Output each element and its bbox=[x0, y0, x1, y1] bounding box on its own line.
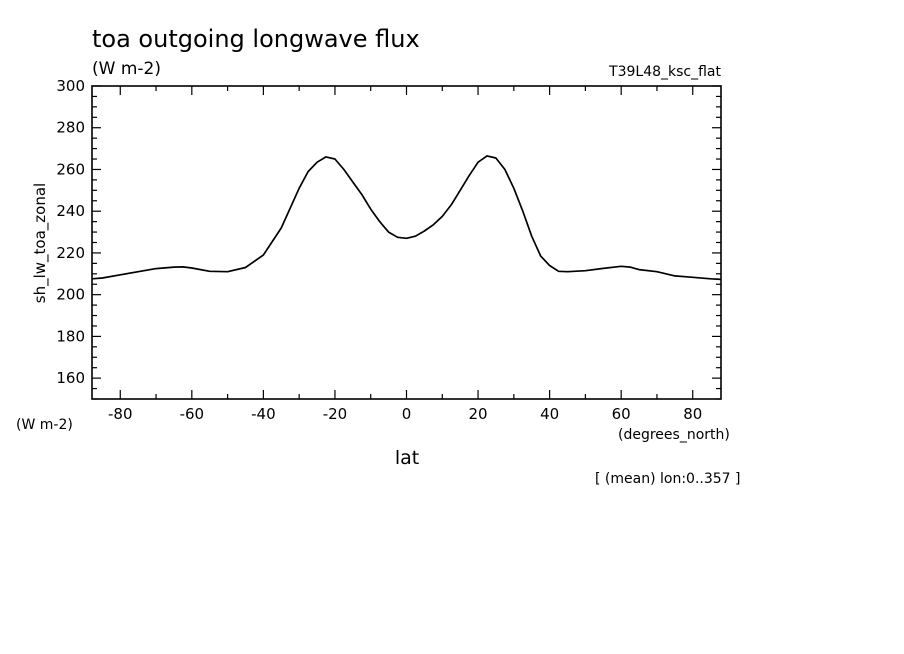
x-tick-label: 60 bbox=[612, 405, 631, 423]
x-tick-label: -20 bbox=[323, 405, 348, 423]
x-tick-label: 80 bbox=[683, 405, 702, 423]
x-tick-label: -80 bbox=[108, 405, 133, 423]
x-axis-units: (degrees_north) bbox=[618, 427, 730, 443]
chart-subtitle: (W m-2) bbox=[92, 59, 161, 79]
y-tick-label: 160 bbox=[56, 369, 85, 387]
y-tick-label: 200 bbox=[56, 286, 85, 304]
y-tick-label: 240 bbox=[56, 202, 85, 220]
y-tick-label: 260 bbox=[56, 160, 85, 178]
run-label: T39L48_ksc_flat bbox=[608, 64, 721, 80]
y-tick-label: 300 bbox=[56, 77, 85, 95]
plot-frame bbox=[91, 85, 722, 400]
x-tick-label: 0 bbox=[402, 405, 412, 423]
x-axis-title: lat bbox=[395, 447, 419, 469]
x-tick-label: 40 bbox=[540, 405, 559, 423]
x-tick-label: 20 bbox=[469, 405, 488, 423]
series-line bbox=[91, 155, 722, 281]
x-axis-ticks: -80 -60 -40 -20 0 20 40 60 80 bbox=[108, 86, 702, 423]
y-axis-units: (W m-2) bbox=[16, 417, 73, 433]
y-tick-label: 220 bbox=[56, 244, 85, 262]
chart-title: toa outgoing longwave flux bbox=[92, 25, 420, 53]
footnote: [ (mean) lon:0..357 ] bbox=[595, 471, 740, 487]
y-axis-title: sh_lw_toa_zonal bbox=[31, 183, 50, 303]
x-tick-label: -60 bbox=[180, 405, 205, 423]
y-tick-label: 180 bbox=[56, 327, 85, 345]
y-tick-label: 280 bbox=[56, 119, 85, 137]
y-axis-ticks: 160 180 200 220 240 260 280 300 bbox=[56, 77, 721, 400]
x-tick-label: -40 bbox=[251, 405, 276, 423]
